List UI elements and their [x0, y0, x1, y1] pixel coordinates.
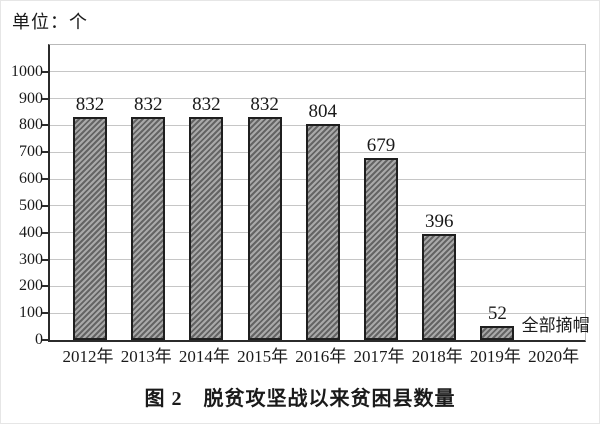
bar-value-label: 832 — [133, 93, 163, 115]
annotation-label: 全部摘帽 — [521, 316, 590, 335]
bar-value-label: 52 — [487, 303, 507, 325]
y-tick-label: 500 — [19, 196, 43, 214]
y-tick-mark — [42, 70, 48, 73]
x-tick-label: 2019年 — [469, 347, 521, 366]
chart-caption: 图 2 脱贫攻坚战以来贫困县数量 — [144, 388, 456, 410]
y-tick-label: 300 — [19, 250, 43, 268]
y-tick-mark — [42, 178, 48, 181]
bar-value-label: 832 — [250, 93, 279, 115]
bar-value-label: 679 — [366, 134, 396, 156]
x-tick-label: 2014年 — [178, 347, 230, 366]
gridline — [50, 98, 585, 100]
y-tick-label: 1000 — [11, 62, 43, 80]
x-tick-label: 2017年 — [353, 347, 405, 366]
bar — [422, 233, 457, 340]
bar — [73, 116, 107, 340]
y-tick-label: 900 — [19, 89, 43, 107]
y-tick-label: 600 — [19, 170, 43, 188]
y-tick-mark — [42, 124, 48, 127]
bar — [247, 116, 282, 340]
y-tick-label: 400 — [19, 223, 43, 241]
y-tick-label: 700 — [19, 143, 43, 161]
y-tick-label: 100 — [19, 304, 43, 322]
unit-label: 单位：个 — [12, 12, 88, 32]
y-tick-mark — [42, 285, 48, 288]
y-tick-mark — [42, 151, 48, 154]
y-tick-label: 0 — [35, 331, 43, 348]
y-tick-mark — [42, 312, 48, 315]
plot-area: 832 832 832 832 804 679 396 52 全部摘帽 — [42, 44, 590, 342]
y-tick-label: 800 — [19, 116, 43, 134]
x-tick-label: 2015年 — [237, 347, 289, 366]
x-axis-labels: 2012年 2013年 2014年 2015年 2016年 2017年 2018年 2019年… — [48, 347, 583, 369]
x-tick-label: 2012年 — [62, 347, 114, 366]
bar — [480, 326, 515, 340]
x-tick-label: 2020年 — [528, 347, 580, 366]
bar-value-label: 396 — [424, 210, 454, 232]
y-axis-labels: 0 100 200 300 400 500 600 700 800 900 1000 — [1, 44, 43, 348]
y-tick-mark — [42, 339, 48, 341]
bar — [305, 124, 340, 340]
gridline — [50, 71, 585, 73]
bar — [364, 157, 398, 340]
bar-value-label: 832 — [75, 93, 105, 115]
x-tick-label: 2018年 — [411, 347, 463, 366]
x-tick-label: 2016年 — [295, 347, 347, 366]
bar — [131, 116, 166, 340]
x-tick-label: 2013年 — [120, 347, 172, 366]
bar-value-label: 832 — [192, 93, 221, 115]
y-tick-mark — [42, 97, 48, 100]
y-tick-mark — [42, 204, 48, 207]
bar — [189, 116, 224, 340]
y-tick-mark — [42, 258, 48, 261]
bar-value-label: 804 — [308, 101, 338, 123]
y-tick-mark — [42, 231, 48, 234]
y-tick-label: 200 — [19, 277, 43, 295]
